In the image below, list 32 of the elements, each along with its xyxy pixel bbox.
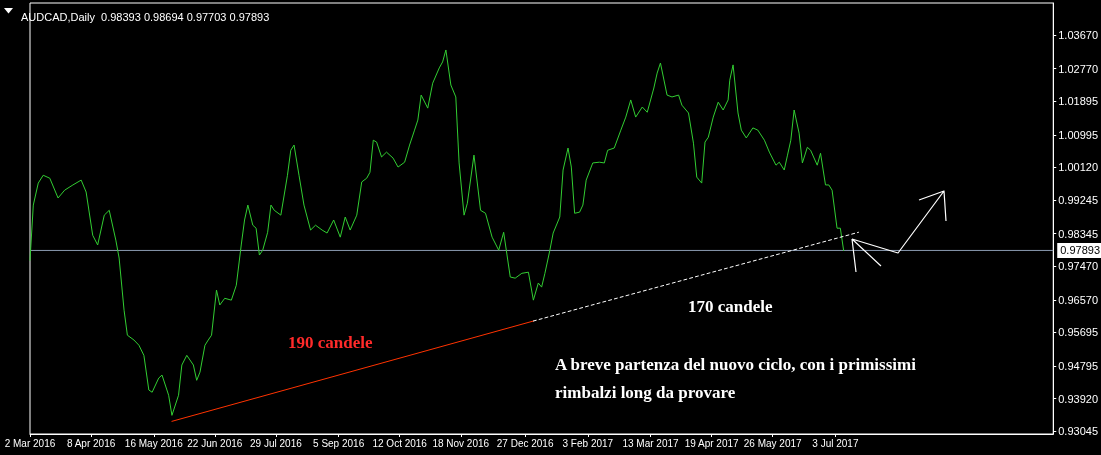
y-tick-label: 0.94795 — [1058, 359, 1098, 372]
annotation: 190 candele — [288, 332, 373, 352]
y-tick-label: 1.03670 — [1058, 29, 1098, 42]
y-tick-label: 0.96570 — [1058, 293, 1098, 306]
x-tick-label: 22 Jun 2016 — [187, 437, 243, 449]
x-tick-label: 16 May 2016 — [124, 437, 184, 449]
x-tick-label: 5 Sep 2016 — [313, 437, 365, 449]
x-tick-label: 12 Oct 2016 — [372, 437, 428, 449]
ref-line-label: 0.97893 — [1060, 244, 1100, 257]
x-tick-label: 18 Nov 2016 — [432, 437, 490, 449]
y-tick-label: 0.99245 — [1058, 194, 1098, 207]
x-tick-label: 26 May 2017 — [743, 437, 803, 449]
y-tick-label: 0.95695 — [1058, 326, 1098, 339]
y-tick-label: 1.01895 — [1058, 95, 1098, 108]
x-tick-label: 13 Mar 2017 — [622, 437, 680, 449]
annotation: 170 candele — [688, 296, 773, 316]
y-tick-label: 0.93045 — [1058, 425, 1098, 438]
x-tick-label: 3 Feb 2017 — [562, 437, 614, 449]
text: AUDCAD,Daily 0.98393 0.98694 0.97703 0.97893 — [21, 10, 270, 23]
y-tick-label: 0.93920 — [1058, 392, 1098, 405]
x-tick-label: 19 Apr 2017 — [684, 437, 740, 449]
x-tick-label: 29 Jul 2016 — [250, 437, 303, 449]
y-tick-label: 0.97470 — [1058, 260, 1098, 273]
y-tick-label: 0.98345 — [1058, 227, 1098, 240]
y-tick-label: 1.02770 — [1058, 62, 1098, 75]
x-tick-label: 27 Dec 2016 — [496, 437, 554, 449]
x-tick-label: 2 Mar 2016 — [4, 437, 56, 449]
x-tick-label: 8 Apr 2016 — [66, 437, 116, 449]
annotation: A breve partenza del nuovo ciclo, con i primissimi rimbalzi long da provare — [555, 354, 921, 402]
y-tick-label: 1.00120 — [1058, 161, 1098, 174]
y-tick-label: 1.00995 — [1058, 128, 1098, 141]
x-tick-label: 3 Jul 2017 — [812, 437, 859, 449]
